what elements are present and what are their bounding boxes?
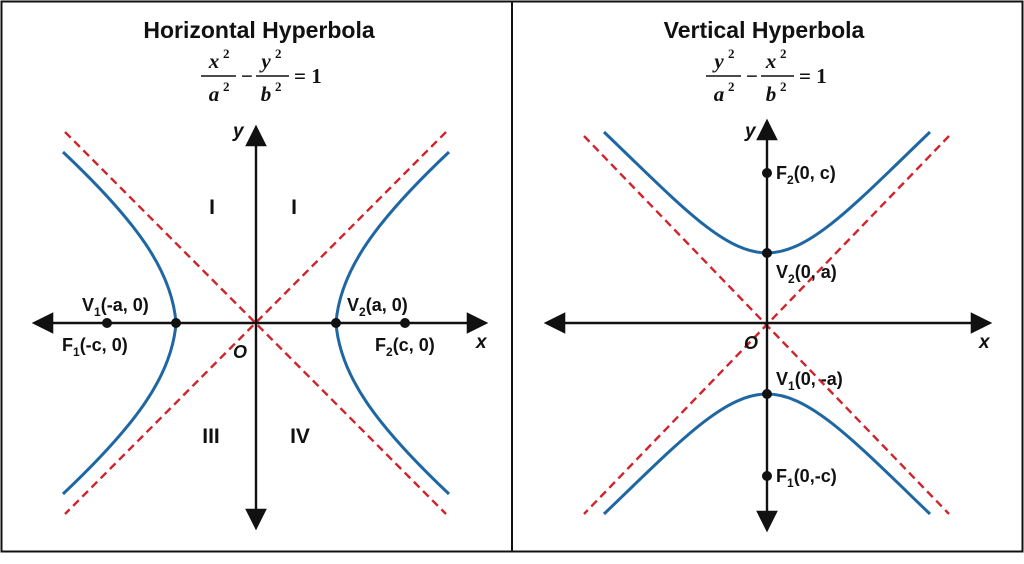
focus-1-point [762,471,772,481]
quadrant-label: IV [290,425,310,448]
vertical-hyperbola-panel: Vertical Hyperbola y 2 a 2 − x 2 b 2 = 1 [543,17,993,533]
equation-equals: = 1 [294,64,322,88]
x-axis-label: x [475,332,488,353]
quadrant-label: III [202,425,220,448]
focus-2-label: F2(0, c) [776,163,836,187]
equation-exponent: 2 [223,46,230,61]
focus-2-label: F2(c, 0) [375,335,435,359]
equation-numerator-1: x [208,49,220,73]
equation: x 2 a 2 − y 2 b 2 = 1 [201,46,322,106]
equation-exponent: 2 [275,46,282,61]
equation-numerator-2: y [258,49,271,73]
equation-exponent: 2 [780,46,787,61]
equation-denominator-1: a [714,82,725,106]
vertex-1-point [171,318,181,328]
vertex-1-label: V1(-a, 0) [82,295,149,319]
equation-numerator-2: x [765,49,777,73]
y-axis-label: y [744,121,757,142]
panel-title: Horizontal Hyperbola [143,17,375,43]
vertex-2-point [762,248,772,258]
equation-equals: = 1 [799,64,827,88]
focus-1-label: F1(-c, 0) [62,335,128,359]
equation-denominator-2: b [261,82,272,106]
equation-minus: − [241,64,253,88]
vertex-2-label: V2(a, 0) [347,295,408,319]
origin-label: O [744,333,758,353]
vertex-2-point [331,318,341,328]
asymptote-line [64,131,447,515]
equation-minus: − [746,64,758,88]
equation: y 2 a 2 − x 2 b 2 = 1 [706,46,827,106]
focus-1-label: F1(0,-c) [776,466,837,490]
asymptote-line [64,131,447,515]
equation-denominator-2: b [766,82,777,106]
panel-title: Vertical Hyperbola [664,17,865,43]
equation-denominator-1: a [209,82,220,106]
equation-numerator-1: y [711,49,724,73]
vertex-1-point [762,389,772,399]
equation-exponent: 2 [780,79,787,94]
horizontal-hyperbola-panel: Horizontal Hyperbola x 2 a 2 − y 2 b 2 =… [31,17,489,531]
focus-2-point [400,318,410,328]
equation-exponent: 2 [728,46,735,61]
focus-2-point [762,168,772,178]
equation-exponent: 2 [275,79,282,94]
origin-label: O [233,342,247,362]
x-axis-label: x [978,332,991,353]
vertex-2-label: V2(0, a) [776,262,837,286]
vertex-1-label: V1(0, -a) [776,369,843,393]
equation-exponent: 2 [223,79,230,94]
y-axis-label: y [232,121,245,142]
quadrant-label: I [209,196,215,219]
focus-1-point [102,318,112,328]
quadrant-label: I [291,196,297,219]
equation-exponent: 2 [728,79,735,94]
